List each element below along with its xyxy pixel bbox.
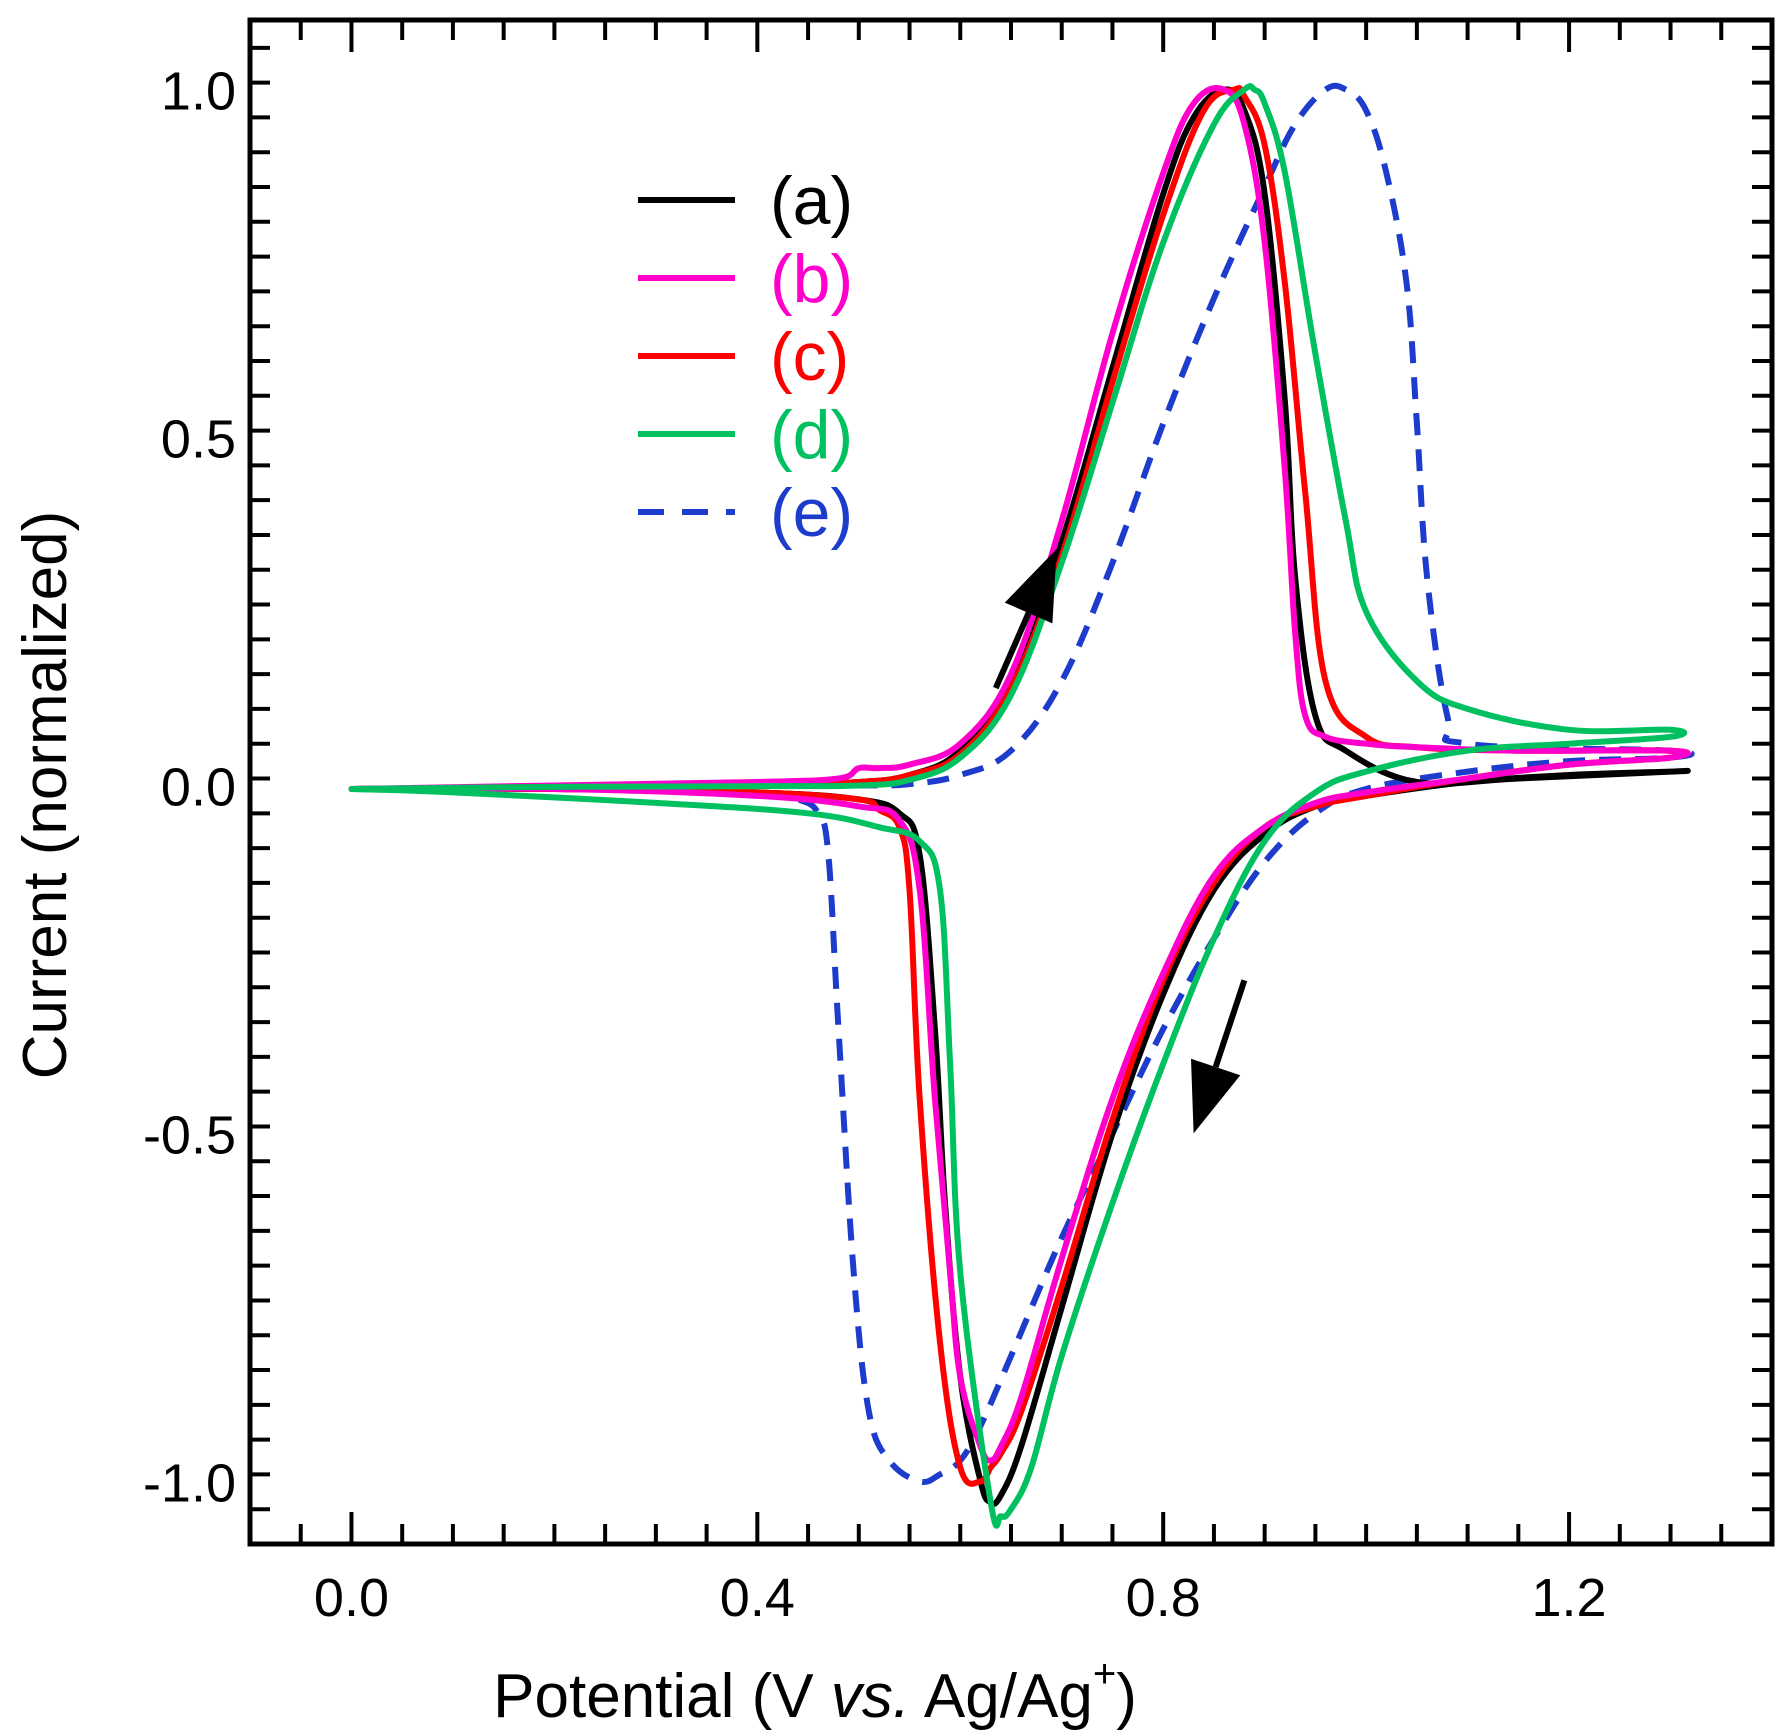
scan-arrows (993, 548, 1248, 1134)
x-axis-label-main: Potential (V (493, 1662, 831, 1731)
y-tick-label: 1.0 (161, 62, 236, 122)
y-tick-label: 0.0 (161, 757, 236, 817)
scan-arrow-head (1004, 548, 1057, 624)
legend-label-a: (a) (770, 163, 853, 239)
plot-frame (247, 17, 1775, 1547)
x-axis-label-superscript: + (1093, 1652, 1116, 1696)
series-line-e (351, 82, 1695, 1485)
x-tick-label: 0.8 (1126, 1568, 1201, 1628)
x-axis-label-italic: vs. (831, 1662, 910, 1731)
y-tick-label: -1.0 (143, 1453, 236, 1513)
x-axis-label: Potential (V vs. Ag/Ag+) (493, 1652, 1137, 1731)
legend-label-c: (c) (770, 319, 849, 395)
legend-label-e: (e) (770, 475, 853, 551)
scan-arrow-head (1191, 1058, 1241, 1134)
series-line-d (348, 83, 1688, 1529)
axis-ticks (250, 20, 1772, 1544)
legend-label-d: (d) (770, 397, 853, 473)
y-tick-label: 0.5 (161, 410, 236, 470)
scan-arrow-shaft (1212, 979, 1248, 1068)
legend: (a)(b)(c)(d)(e) (638, 163, 853, 551)
scan-arrow-shaft (993, 611, 1032, 690)
x-axis-label-close: ) (1116, 1662, 1137, 1731)
y-axis-label: Current (normalized) (11, 511, 80, 1080)
y-tick-label: -0.5 (143, 1105, 236, 1165)
x-tick-labels: 0.0 0.4 0.8 1.2 (314, 1568, 1607, 1628)
x-axis-label-unit: Ag/Ag (910, 1662, 1093, 1731)
legend-label-b: (b) (770, 241, 853, 317)
x-tick-label: 1.2 (1532, 1568, 1607, 1628)
series-group (348, 82, 1695, 1529)
y-tick-labels: -1.0 -0.5 0.0 0.5 1.0 (143, 62, 236, 1514)
x-tick-label: 0.4 (720, 1568, 795, 1628)
x-tick-label: 0.0 (314, 1568, 389, 1628)
series-line-b (348, 85, 1691, 1464)
